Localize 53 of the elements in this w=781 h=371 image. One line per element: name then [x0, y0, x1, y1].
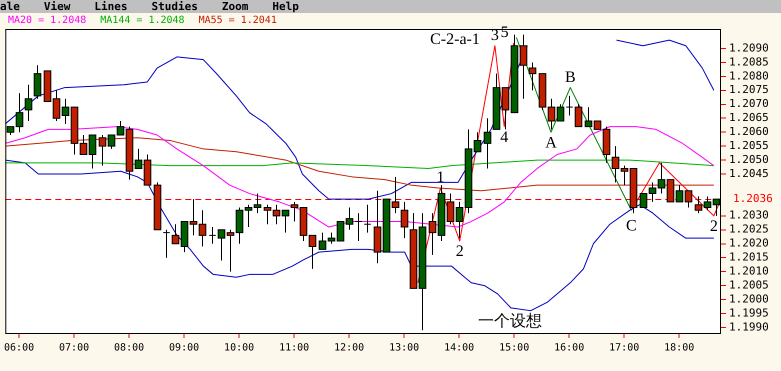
candlestick: [162, 229, 170, 258]
x-tick-label: 16:00: [554, 342, 584, 354]
annotation: 一个设想: [478, 312, 542, 330]
x-tick-label: 06:00: [4, 342, 34, 354]
annotation: 1: [436, 169, 444, 186]
y-tick-label: 1.2020: [729, 236, 769, 250]
y-tick-label: 1.2065: [729, 111, 769, 124]
x-tick-label: 13:00: [389, 342, 420, 354]
candlestick: [364, 204, 372, 234]
annotation: 2: [456, 243, 464, 260]
y-tick-label: 1.2025: [729, 222, 769, 236]
x-tick-label: 09:00: [169, 342, 200, 354]
y-tick-label: 1.2075: [729, 83, 769, 96]
y-tick-label: 1.2060: [729, 125, 769, 138]
x-tick-label: 08:00: [114, 342, 144, 354]
y-tick-label: 1.2000: [729, 292, 769, 306]
text: ale: [0, 0, 20, 13]
y-tick-label: 1.2005: [729, 278, 769, 292]
y-tick-label: 1.2010: [729, 264, 769, 278]
annotation: A: [545, 134, 558, 152]
annotation: 2: [710, 218, 718, 236]
x-tick-label: 11:00: [279, 342, 310, 354]
y-tick-label: 1.1990: [729, 320, 769, 334]
x-tick-label: 14:00: [444, 342, 474, 354]
annotation: C: [626, 217, 637, 234]
x-tick-label: 18:00: [664, 342, 694, 354]
y-tick-label: 1.2080: [729, 69, 769, 82]
y-tick-label: 1.2090: [729, 41, 769, 54]
text: Studies: [152, 0, 198, 13]
annotation: B: [564, 68, 576, 86]
y-tick-label: 1.2045: [729, 166, 769, 180]
y-tick-label: 1.2050: [729, 152, 769, 166]
x-tick-label: 12:00: [334, 342, 364, 354]
text: View: [44, 0, 70, 13]
y-tick-label: 1.2085: [729, 55, 769, 68]
text: Help: [272, 0, 299, 13]
annotation: C-2-a-1: [430, 31, 480, 48]
x-tick-label: 17:00: [609, 342, 640, 354]
y-tick-label: 1.2030: [729, 208, 769, 222]
text: MA20 = 1.2048: [8, 15, 86, 26]
y-tick-label: 1.2015: [729, 250, 769, 264]
text: MA144 = 1.2048: [100, 15, 185, 26]
y-tick-label: 1.2070: [729, 97, 769, 110]
text: Zoom: [222, 0, 248, 13]
y-tick-label: 1.2055: [729, 138, 769, 152]
x-tick-label: 15:00: [499, 342, 530, 354]
x-tick-label: 10:00: [224, 342, 254, 354]
text: Lines: [94, 0, 128, 13]
text: MA55 = 1.2041: [198, 15, 277, 26]
x-tick-label: 07:00: [59, 342, 90, 354]
y-tick-label: 1.1995: [729, 306, 769, 320]
ref-line-label: 1.2036: [733, 192, 773, 205]
annotation: 4: [500, 128, 508, 146]
